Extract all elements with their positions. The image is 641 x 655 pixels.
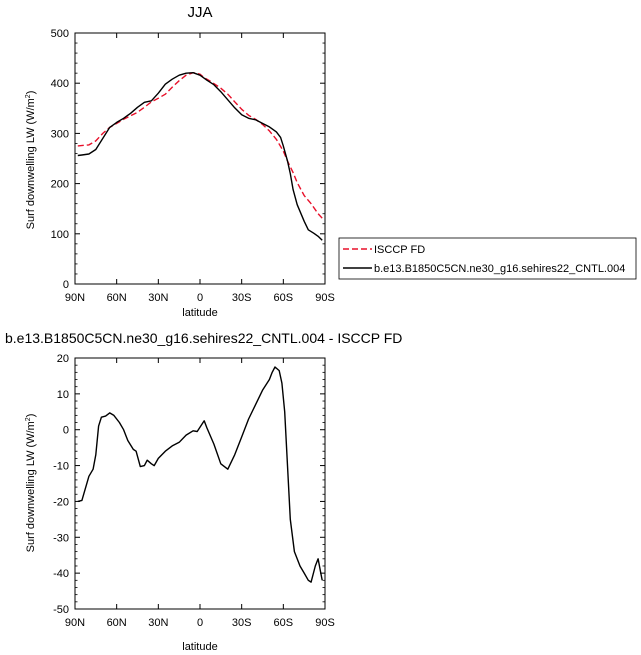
bottom-y-tick-label: -30 [53, 532, 69, 544]
bottom-x-axis-label: latitude [182, 641, 217, 653]
bottom-plot-frame [74, 357, 326, 610]
top-y-tick-label: 300 [51, 128, 69, 140]
bottom-x-tick-label: 90S [315, 617, 335, 629]
bottom-x-tick-label: 60S [274, 617, 294, 629]
top-y-tick-label: 500 [51, 28, 69, 40]
svg-text:Surf downwelling LW (W/m2): Surf downwelling LW (W/m2) [25, 414, 37, 553]
svg-text:Surf downwelling LW (W/m2): Surf downwelling LW (W/m2) [25, 91, 37, 230]
bottom-y-tick-label: -10 [53, 461, 69, 473]
bottom-x-tick-label: 30N [148, 617, 168, 629]
top-y-axis-label: Surf downwelling LW (W/m2) [25, 91, 37, 230]
bottom-panel: b.e13.B1850C5CN.ne30_g16.sehires22_CNTL.… [5, 330, 402, 653]
top-x-tick-label: 30N [148, 292, 168, 304]
bottom-series-line-model [77, 366, 323, 583]
top-x-tick-label: 90N [65, 292, 85, 304]
top-x-tick-label: 60N [107, 292, 127, 304]
bottom-y-axis-label: Surf downwelling LW (W/m2) [25, 414, 37, 553]
top-x-axis-label: latitude [182, 307, 217, 319]
bottom-y-axis-label-text: Surf downwelling LW (W/m [25, 421, 37, 552]
bottom-plot-area: 90N 60N 30N 0 30S 60S 90S -50 -40 -30 -20 -10 0 10 20 [53, 353, 335, 629]
bottom-y-tick-label: -20 [53, 496, 69, 508]
bottom-x-tick-label: 60N [107, 617, 127, 629]
top-y-axis-label-text: Surf downwelling LW (W/m [25, 98, 37, 229]
top-plot-frame [74, 32, 326, 285]
bottom-y-tick-label: 0 [63, 425, 69, 437]
top-y-axis-label-sup: 2 [25, 94, 32, 98]
bottom-y-tick-label: 10 [57, 389, 69, 401]
bottom-chart-title: b.e13.B1850C5CN.ne30_g16.sehires22_CNTL.… [5, 330, 402, 346]
top-x-tick-label: 0 [197, 292, 203, 304]
top-x-tick-label: 90S [315, 292, 335, 304]
top-chart-title: JJA [187, 4, 212, 21]
top-y-tick-label: 100 [51, 229, 69, 241]
bottom-x-tick-label: 90N [65, 617, 85, 629]
top-y-tick-label: 0 [63, 279, 69, 291]
bottom-y-tick-label: -50 [53, 604, 69, 616]
bottom-y-axis-label-suffix: ) [25, 414, 37, 418]
top-y-axis-label-suffix: ) [25, 91, 37, 95]
bottom-x-tick-label: 30S [232, 617, 252, 629]
top-series-line-model [77, 72, 323, 241]
top-plot-area: 90N 60N 30N 0 30S 60S 90S 0 100 200 300 400 500 [51, 28, 335, 304]
bottom-y-tick-label: -40 [53, 568, 69, 580]
legend-label-isccp: ISCCP FD [374, 244, 425, 256]
bottom-y-tick-label: 20 [57, 353, 69, 365]
bottom-y-axis-label-sup: 2 [25, 417, 32, 421]
top-y-tick-label: 200 [51, 179, 69, 191]
top-y-tick-label: 400 [51, 78, 69, 90]
top-series-line-isccp [77, 72, 323, 219]
bottom-x-tick-label: 0 [197, 617, 203, 629]
top-panel: JJA Surf downwelling LW (W/m2) 90N 60N 30N… [25, 4, 637, 319]
top-x-tick-label: 30S [232, 292, 252, 304]
top-x-tick-label: 60S [274, 292, 294, 304]
legend: ISCCP FD b.e13.B1850C5CN.ne30_g16.sehire… [338, 237, 637, 280]
legend-label-model: b.e13.B1850C5CN.ne30_g16.sehires22_CNTL.… [374, 263, 625, 275]
legend-box [338, 237, 637, 280]
